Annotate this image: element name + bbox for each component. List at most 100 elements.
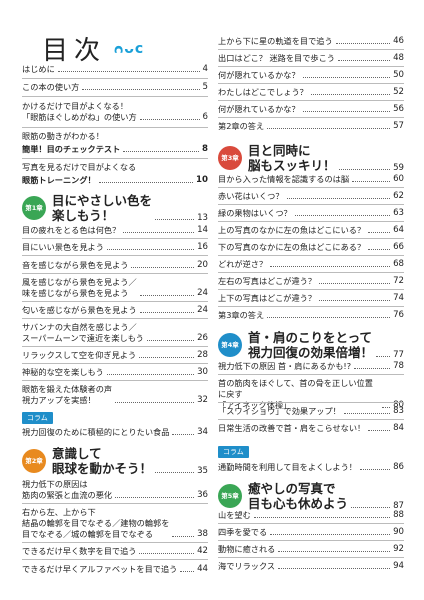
leader-dots [57,71,200,72]
toc-entry[interactable]: 神秘的な空を楽しもう 30 [22,367,208,378]
entry-text: 「スワイショウ」で効果アップ！ [218,406,341,416]
divider [218,419,404,420]
entry-text: できるだけ早くアルファベットを目で追う [22,564,178,574]
toc-entry[interactable]: 下の写真のなかに左の魚はどこにある？ 66 [218,242,404,253]
toc-entry[interactable]: 上下の写真はどこが違う？ 74 [218,293,404,304]
divider [218,306,404,307]
toc-entry[interactable]: 視力回復のために積極的にとりたい食品 34 [22,427,208,438]
toc-entry[interactable]: 上から下に星の軌道を目で追う 46 [218,36,404,47]
toc-entry[interactable]: 首の筋肉をほぐして、首の骨を正しい位置に戻す 「アイネック体操」 80 [218,378,404,411]
leader-dots [319,283,391,284]
toc-entry[interactable]: 匂いを感じながら景色を見よう 24 [22,305,208,316]
entry-text: 何が隠れているかな？ [218,104,300,114]
entry-text: 目から入った情報を認識するのは脳 [218,174,350,184]
entry-text: この本の使い方 [22,82,80,92]
divider [218,83,404,84]
divider [218,272,404,273]
entry-page: 76 [393,310,404,320]
toc-entry[interactable]: 上の写真のなかに左の魚はどこにいる？ 64 [218,225,404,236]
toc-entry[interactable]: 何が隠れているかな？ 56 [218,104,404,115]
divider [218,540,404,541]
toc-entry[interactable]: 山を望む 88 [218,510,404,521]
toc-entry[interactable]: 音を感じながら景色を見よう 20 [22,260,208,271]
chapter-5-heading[interactable]: 第5章 癒やしの写真で 目も心も休めよう 87 [218,481,404,511]
leader-dots [139,357,195,358]
leader-dots [302,77,391,78]
toc-entry[interactable]: 目から入った情報を認識するのは脳 60 [218,174,404,185]
toc-entry[interactable]: 第2章の答え 57 [218,121,404,132]
toc-entry[interactable]: 動物に癒される 92 [218,544,404,555]
entry-page: 8 [202,144,208,154]
entry-text: 四季を愛でる [218,527,268,537]
toc-entry[interactable]: わたしはどこでしょう？ 52 [218,87,404,98]
toc-entry[interactable]: サバンナの大自然を感じよう／ スーパームーンで遠近を楽しもう 26 [22,322,208,344]
toc-entry[interactable]: どれが逆さ？ 68 [218,259,404,270]
entry-text: 右から左、上から下 結晶の輪郭を目でなぞる／建物の輪郭を 目でなぞる／城の輪郭を… [22,507,170,539]
toc-entry[interactable]: 「スワイショウ」で効果アップ！ 83 [218,406,404,417]
entry-page: 84 [393,423,404,433]
toc-entry[interactable]: 視力低下の原因は 筋肉の緊張と血流の悪化 36 [22,479,208,501]
toc-entry[interactable]: 出口はどこ？ 迷路を目で歩こう 48 [218,53,404,64]
chapter-badge: 第4章 [218,333,242,357]
toc-entry[interactable]: はじめに 4 [22,64,208,75]
entry-text: 目の疲れをとる色は何色？ [22,225,121,235]
toc-entry[interactable]: 眼筋トレーニング！ 10 [22,175,208,186]
entry-page: 88 [393,510,404,520]
leader-dots [106,374,195,375]
entry-text: 第3章の答え [218,310,265,320]
leader-dots [335,43,391,44]
toc-entry[interactable]: リラックスして空を仰ぎ見よう 28 [22,350,208,361]
toc-entry[interactable]: 目の疲れをとる色は何色？ 14 [22,225,208,236]
toc-entry[interactable]: 赤い花はいくつ？ 62 [218,191,404,202]
leader-dots [267,317,391,318]
entry-text: 神秘的な空を楽しもう [22,367,104,377]
divider [218,255,404,256]
toc-entry[interactable]: 何が隠れているかな？ 50 [218,70,404,81]
chapter-title: 首・肩のこりをとって 視力回復の効果倍増！ [248,330,374,360]
entry-page: 60 [393,174,404,184]
entry-page: 72 [393,276,404,286]
leader-dots [146,340,195,341]
toc-entry[interactable]: 目にいい景色を見よう 16 [22,242,208,253]
chapter-2-heading[interactable]: 第2章 意識して 眼球を動かそう！ 35 [22,446,208,476]
chapter-4-heading[interactable]: 第4章 首・肩のこりをとって 視力回復の効果倍増！ 77 [218,330,404,360]
chapter-title: 意識して 眼球を動かそう！ [52,446,153,476]
entry-text: 下の写真のなかに左の魚はどこにある？ [218,242,366,252]
toc-entry[interactable]: できるだけ早くアルファベットを目で追う 44 [22,564,208,575]
entry-text: 山を望む [218,510,251,520]
toc-entry[interactable]: 左右の写真はどこが違う？ 72 [218,276,404,287]
toc-entry[interactable]: 緑の果物はいくつ？ 63 [218,208,404,219]
divider [22,363,208,364]
chapter-title: 目にやさしい色を 楽しもう！ [52,193,153,223]
leader-dots [139,295,195,296]
toc-entry[interactable]: 視力低下の原因 首・肩にあるかも!? 78 [218,361,404,372]
chapter-3-heading[interactable]: 第3章 目と同時に 脳もスッキリ！ 59 [218,143,404,173]
entry-text: 視力低下の原因は 筋肉の緊張と血流の悪化 [22,479,113,500]
divider [218,238,404,239]
toc-entry[interactable]: 通勤時間を利用して目をよくしよう！ 86 [218,462,404,473]
toc-entry[interactable]: 眼筋を鍛えた体験者の声 視力アップを実感！ 32 [22,384,208,406]
entry-page: 20 [197,260,208,270]
entry-text: 出口はどこ？ 迷路を目で歩こう [218,53,335,63]
toc-entry[interactable]: できるだけ早く数字を目で追う 42 [22,546,208,557]
chapter-1-heading[interactable]: 第1章 目にやさしい色を 楽しもう！ 13 [22,193,208,223]
toc-entry-label: 写真を見るだけで目がよくなる [22,162,208,173]
toc-entry[interactable]: 右から左、上から下 結晶の輪郭を目でなぞる／建物の輪郭を 目でなぞる／城の輪郭を… [22,507,208,540]
toc-entry[interactable]: 日常生活の改善で首・肩をこらせない！ 84 [218,423,404,434]
toc-entry[interactable]: かけるだけで目がよくなる！ 「眼筋ほぐしめがね」の使い方 6 [22,101,208,123]
toc-entry[interactable]: 簡単！目のチェックテスト 8 [22,144,208,155]
leader-dots [337,60,391,61]
toc-entry[interactable]: 四季を愛でる 90 [218,527,404,538]
entry-page: 94 [393,561,404,571]
chapter-title: 癒やしの写真で 目も心も休めよう [248,481,349,511]
toc-entry[interactable]: この本の使い方 5 [22,82,208,93]
entry-text: 簡単！目のチェックテスト [22,144,121,154]
toc-entry[interactable]: 海でリラックス 94 [218,561,404,572]
entry-page: 44 [197,564,208,574]
entry-page: 46 [393,36,404,46]
entry-text: 視力回復のために積極的にとりたい食品 [22,427,170,437]
entry-text: 首の筋肉をほぐして、首の骨を正しい位置に戻す 「アイネック体操」 [218,378,373,410]
toc-entry[interactable]: 第3章の答え 76 [218,310,404,321]
toc-entry[interactable]: 風を感じながら景色を見よう／ 味を感じながら景色を見よう 24 [22,277,208,299]
